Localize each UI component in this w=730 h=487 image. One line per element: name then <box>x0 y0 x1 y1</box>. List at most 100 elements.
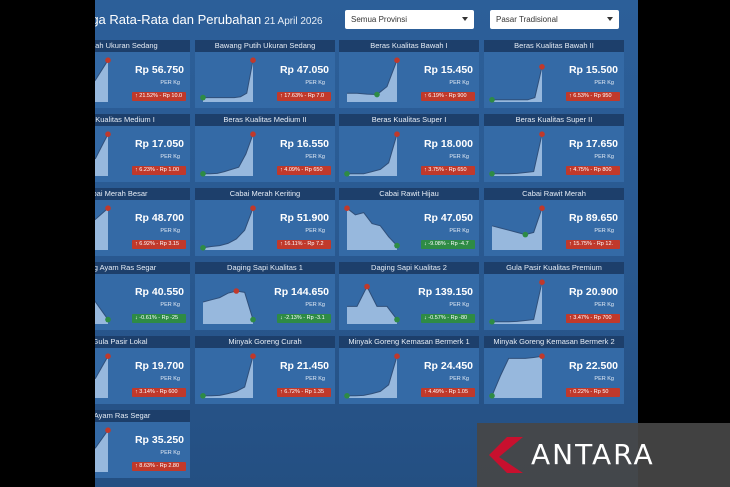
card-price: Rp 15.450 <box>423 64 473 76</box>
price-card[interactable]: Gula Pasir Lokal Rp 19.700 PER Kg ↑ 3.14% -… <box>95 336 190 404</box>
price-card[interactable]: Beras Kualitas Bawah II Rp 15.500 PER Kg ↑ … <box>484 40 624 108</box>
sparkline-area <box>95 134 108 176</box>
change-text: 4.75% - Rp 800 <box>573 167 612 173</box>
change-text: 6.72% - Rp 1.35 <box>284 389 325 395</box>
card-price: Rp 47.050 <box>279 64 329 76</box>
arrow-up-icon: ↑ <box>424 167 429 173</box>
change-text: 6.53% - Rp 950 <box>573 93 612 99</box>
sparkline-area <box>95 356 108 398</box>
price-card[interactable]: Cabai Rawit Hijau Rp 47.050 PER Kg ↓ -9.08%… <box>339 188 479 256</box>
sparkline-min-point <box>489 393 495 399</box>
card-title: Beras Kualitas Bawah I <box>339 40 479 52</box>
sparkline-max-point <box>250 205 256 211</box>
card-price: Rp 24.450 <box>423 360 473 372</box>
price-card[interactable]: Daging Sapi Kualitas 2 Rp 139.150 PER Kg ↓ … <box>339 262 479 330</box>
price-card[interactable]: Minyak Goreng Kemasan Bermerk 1 Rp 24.450… <box>339 336 479 404</box>
arrow-up-icon: ↑ <box>280 93 285 99</box>
sparkline-max-point <box>250 131 256 137</box>
change-badge: ↑ 3.14% - Rp 600 <box>132 388 186 397</box>
change-badge: ↑ 4.49% - Rp 1.05 <box>421 388 475 397</box>
price-card[interactable]: Merah Ukuran Sedang Rp 56.750 PER Kg ↑ 21.5… <box>95 40 190 108</box>
card-unit: PER Kg <box>449 302 469 308</box>
card-price: Rp 17.650 <box>568 138 618 150</box>
trend-sparkline <box>489 279 545 325</box>
card-price: Rp 48.700 <box>134 212 184 224</box>
trend-sparkline <box>491 205 545 250</box>
antara-watermark: ANTARA <box>477 423 730 487</box>
arrow-up-icon: ↑ <box>569 389 574 395</box>
price-card[interactable]: Beras Kualitas Bawah I Rp 15.450 PER Kg ↑ 6… <box>339 40 479 108</box>
sparkline-min-point <box>522 231 529 238</box>
price-card[interactable]: bai Merah Besar Rp 48.700 PER Kg ↑ 6.92% - … <box>95 188 190 256</box>
card-unit: PER Kg <box>160 80 180 86</box>
price-card[interactable]: Beras Kualitas Super I Rp 18.000 PER Kg ↑ 3… <box>339 114 479 182</box>
price-card[interactable]: Daging Sapi Kualitas 1 Rp 144.650 PER Kg ↓ … <box>195 262 335 330</box>
market-select-value: Pasar Tradisional <box>496 15 558 24</box>
price-card[interactable]: Beras Kualitas Medium II Rp 16.550 PER Kg ↑… <box>195 114 335 182</box>
price-card[interactable]: Cabai Rawit Merah Rp 89.650 PER Kg ↑ 15.75%… <box>484 188 624 256</box>
trend-sparkline <box>200 131 256 177</box>
sparkline-line <box>491 208 543 236</box>
dashboard-header: rga Rata-Rata dan Perubahan 21 April 2026… <box>95 0 638 36</box>
sparkline-min-point <box>250 316 256 323</box>
change-badge: ↑ 8.63% - Rp 2.80 <box>132 462 186 471</box>
price-card[interactable]: Beras Kualitas Super II Rp 17.650 PER Kg ↑ … <box>484 114 624 182</box>
card-price: Rp 144.650 <box>274 286 329 298</box>
dashboard-screen: rga Rata-Rata dan Perubahan 21 April 2026… <box>95 0 638 487</box>
watermark-text: ANTARA <box>531 438 655 471</box>
card-title: Daging Sapi Kualitas 1 <box>195 262 335 274</box>
price-card[interactable]: Minyak Goreng Kemasan Bermerk 2 Rp 22.500… <box>484 336 624 404</box>
sparkline-max-point <box>539 64 545 70</box>
card-unit: PER Kg <box>449 228 469 234</box>
card-title: Minyak Goreng Curah <box>195 336 335 348</box>
price-card[interactable]: ging Ayam Ras Segar Rp 40.550 PER Kg ↓ -0.6… <box>95 262 190 330</box>
price-card[interactable]: r Ayam Ras Segar Rp 35.250 PER Kg ↑ 8.63% -… <box>95 410 190 478</box>
arrow-up-icon: ↑ <box>280 241 285 247</box>
sparkline-min-point <box>489 319 495 325</box>
price-card[interactable]: as Kualitas Medium I Rp 17.050 PER Kg ↑ 6.2… <box>95 114 190 182</box>
change-badge: ↑ 21.52% - Rp 10.0 <box>132 92 186 101</box>
sparkline-line <box>347 134 398 175</box>
sparkline-area <box>95 208 108 250</box>
price-card[interactable]: Bawang Putih Ukuran Sedang Rp 47.050 PER K… <box>195 40 335 108</box>
trend-sparkline <box>95 300 111 324</box>
sparkline-max-point <box>539 353 545 359</box>
price-card[interactable]: Gula Pasir Kualitas Premium Rp 20.900 PER … <box>484 262 624 330</box>
sparkline-min-point <box>200 393 206 399</box>
card-title: Beras Kualitas Medium II <box>195 114 335 126</box>
sparkline-min-point <box>394 242 400 249</box>
change-badge: ↑ 3.75% - Rp 650 <box>421 166 475 175</box>
title-text: rga Rata-Rata dan Perubahan <box>95 12 262 27</box>
sparkline-line <box>95 133 109 160</box>
sparkline-min-point <box>374 91 380 98</box>
market-select[interactable]: Pasar Tradisional <box>490 10 619 29</box>
change-badge: ↑ 6.53% - Rp 950 <box>566 92 620 101</box>
sparkline-area <box>203 134 253 176</box>
card-title: Gula Pasir Lokal <box>95 336 190 348</box>
card-title: Beras Kualitas Super II <box>484 114 624 126</box>
sparkline-line <box>95 59 109 82</box>
price-card[interactable]: Cabai Merah Keriting Rp 51.900 PER Kg ↑ 16.… <box>195 188 335 256</box>
card-price: Rp 20.900 <box>568 286 618 298</box>
sparkline-max-point <box>105 131 111 137</box>
change-text: 3.75% - Rp 650 <box>428 167 467 173</box>
change-text: 21.52% - Rp 10.0 <box>139 93 183 99</box>
price-card[interactable]: Minyak Goreng Curah Rp 21.450 PER Kg ↑ 6.72… <box>195 336 335 404</box>
arrow-up-icon: ↑ <box>569 93 574 99</box>
trend-sparkline <box>344 205 400 250</box>
sparkline-max-point <box>394 131 400 137</box>
change-text: 6.92% - Rp 3.15 <box>139 241 180 247</box>
arrow-up-icon: ↑ <box>280 167 285 173</box>
sparkline-area <box>347 286 397 324</box>
card-title: Gula Pasir Kualitas Premium <box>484 262 624 274</box>
trend-sparkline <box>95 427 111 472</box>
sparkline-line <box>347 285 398 320</box>
card-price: Rp 22.500 <box>568 360 618 372</box>
sparkline-max-point <box>344 205 350 211</box>
arrow-up-icon: ↑ <box>569 241 574 247</box>
arrow-down-icon: ↓ <box>424 315 429 321</box>
card-title: Minyak Goreng Kemasan Bermerk 2 <box>484 336 624 348</box>
title-date: 21 April 2026 <box>264 16 323 27</box>
province-select[interactable]: Semua Provinsi <box>345 10 474 29</box>
card-unit: PER Kg <box>305 302 325 308</box>
